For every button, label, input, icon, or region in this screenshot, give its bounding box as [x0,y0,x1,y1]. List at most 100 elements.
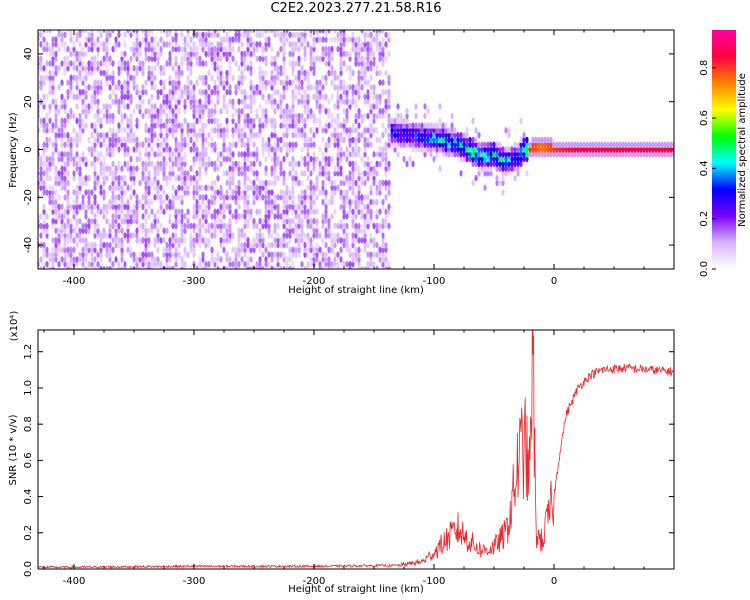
heatmap-cell [342,136,346,144]
heatmap-cell [138,98,142,105]
heatmap-cell [357,84,361,91]
heatmap-cell [366,50,370,58]
heatmap-cell [444,122,448,129]
heatmap-cell [162,246,166,254]
heatmap-cell [360,179,364,187]
heatmap-cell [51,194,55,201]
heatmap-cell [243,50,247,58]
heatmap-cell [252,84,256,91]
heatmap-cell [84,213,88,220]
heatmap-cell [336,160,340,168]
heatmap-cell [201,136,205,144]
heatmap-cell [144,232,148,239]
heatmap-cell [612,141,616,148]
heatmap-cell [243,117,247,125]
heatmap-cell [174,41,178,48]
heatmap-cell [345,198,349,206]
heatmap-cell [102,227,106,234]
heatmap-cell [54,189,58,196]
heatmap-cell [273,79,277,86]
heatmap-cell [372,112,376,120]
heatmap-cell [87,136,91,144]
heatmap-cell [75,74,79,82]
heatmap-cell [78,155,82,163]
heatmap-cell [72,112,76,120]
heatmap-cell [198,184,202,191]
heatmap-cell [363,146,367,153]
heatmap-cell [69,155,73,163]
heatmap-cell [351,251,355,258]
heatmap-cell [285,31,289,38]
heatmap-cell [72,213,76,220]
heatmap-cell [255,108,259,115]
heatmap-cell [75,256,79,263]
heatmap-cell [312,141,316,148]
heatmap-cell [261,45,265,53]
heatmap-cell [111,261,115,268]
heatmap-cell [462,155,466,163]
heatmap-cell [84,251,88,258]
heatmap-cell [363,98,367,105]
heatmap-cell [387,189,391,196]
heatmap-cell [72,65,76,72]
heatmap-cell [150,222,154,230]
heatmap-cell [129,131,133,139]
heatmap-cell [351,151,355,158]
heatmap-cell [357,74,361,82]
heatmap-cell [54,136,58,144]
heatmap-cell [273,213,277,220]
heatmap-cell [120,117,124,125]
heatmap-cell [174,136,178,144]
heatmap-cell [342,50,346,58]
heatmap-cell [63,184,67,191]
heatmap-cell [477,151,481,158]
spectrogram-y-label: Frequency (Hz) [8,112,19,188]
heatmap-cell [207,112,211,120]
heatmap-cell [333,261,337,268]
heatmap-cell [111,213,115,220]
heatmap-cell [153,261,157,268]
heatmap-cell [480,155,484,163]
heatmap-cell [483,165,487,172]
heatmap-cell [165,227,169,234]
heatmap-cell [228,237,232,244]
heatmap-cell [291,31,295,38]
heatmap-cell [402,127,406,134]
heatmap-cell [279,146,283,153]
heatmap-cell [384,41,388,48]
heatmap-cell [174,60,178,67]
heatmap-cell [135,45,139,53]
colorbar-tick-label: 0.8 [699,60,710,76]
heatmap-cell [282,218,286,225]
heatmap-cell [285,261,289,268]
heatmap-cell [450,146,454,153]
heatmap-cell [288,122,292,129]
heatmap-cell [345,93,349,101]
heatmap-cell [216,41,220,48]
heatmap-cell [327,170,331,177]
heatmap-cell [303,141,307,148]
heatmap-cell [354,36,358,43]
heatmap-cell [342,122,346,129]
heatmap-cell [303,203,307,211]
heatmap-cell [267,227,271,234]
heatmap-cell [144,261,148,268]
heatmap-cell [240,60,244,67]
heatmap-cell [45,170,49,177]
heatmap-cell [231,151,235,158]
heatmap-cell [246,93,250,101]
heatmap-cell [93,88,97,96]
heatmap-cell [99,131,103,139]
heatmap-cell [309,179,313,187]
heatmap-cell [519,117,523,125]
heatmap-cell [165,117,169,125]
heatmap-cell [108,232,112,239]
heatmap-cell [438,117,442,125]
heatmap-cell [489,155,493,163]
heatmap-cell [75,103,79,110]
heatmap-cell [39,117,43,125]
heatmap-cell [87,174,91,182]
heatmap-cell [315,251,319,258]
heatmap-cell [165,141,169,148]
heatmap-cell [48,84,52,91]
